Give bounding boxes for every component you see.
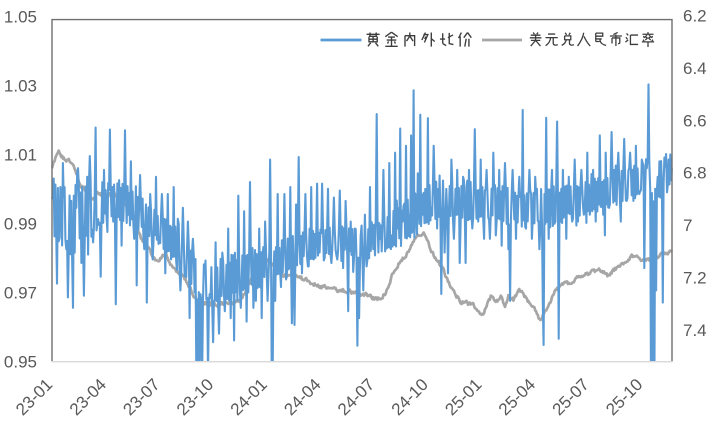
svg-text:6.2: 6.2 [683, 7, 707, 26]
svg-text:1.03: 1.03 [4, 77, 37, 96]
svg-text:0.99: 0.99 [4, 214, 37, 233]
svg-text:7.4: 7.4 [683, 321, 707, 340]
svg-text:6.6: 6.6 [683, 111, 707, 130]
svg-text:7.2: 7.2 [683, 269, 707, 288]
svg-text:6.4: 6.4 [683, 59, 707, 78]
svg-text:0.95: 0.95 [4, 352, 37, 371]
svg-text:1.05: 1.05 [4, 8, 37, 27]
svg-text:6.8: 6.8 [683, 164, 707, 183]
svg-text:1.01: 1.01 [4, 146, 37, 165]
svg-text:7: 7 [683, 216, 692, 235]
svg-text:0.97: 0.97 [4, 283, 37, 302]
